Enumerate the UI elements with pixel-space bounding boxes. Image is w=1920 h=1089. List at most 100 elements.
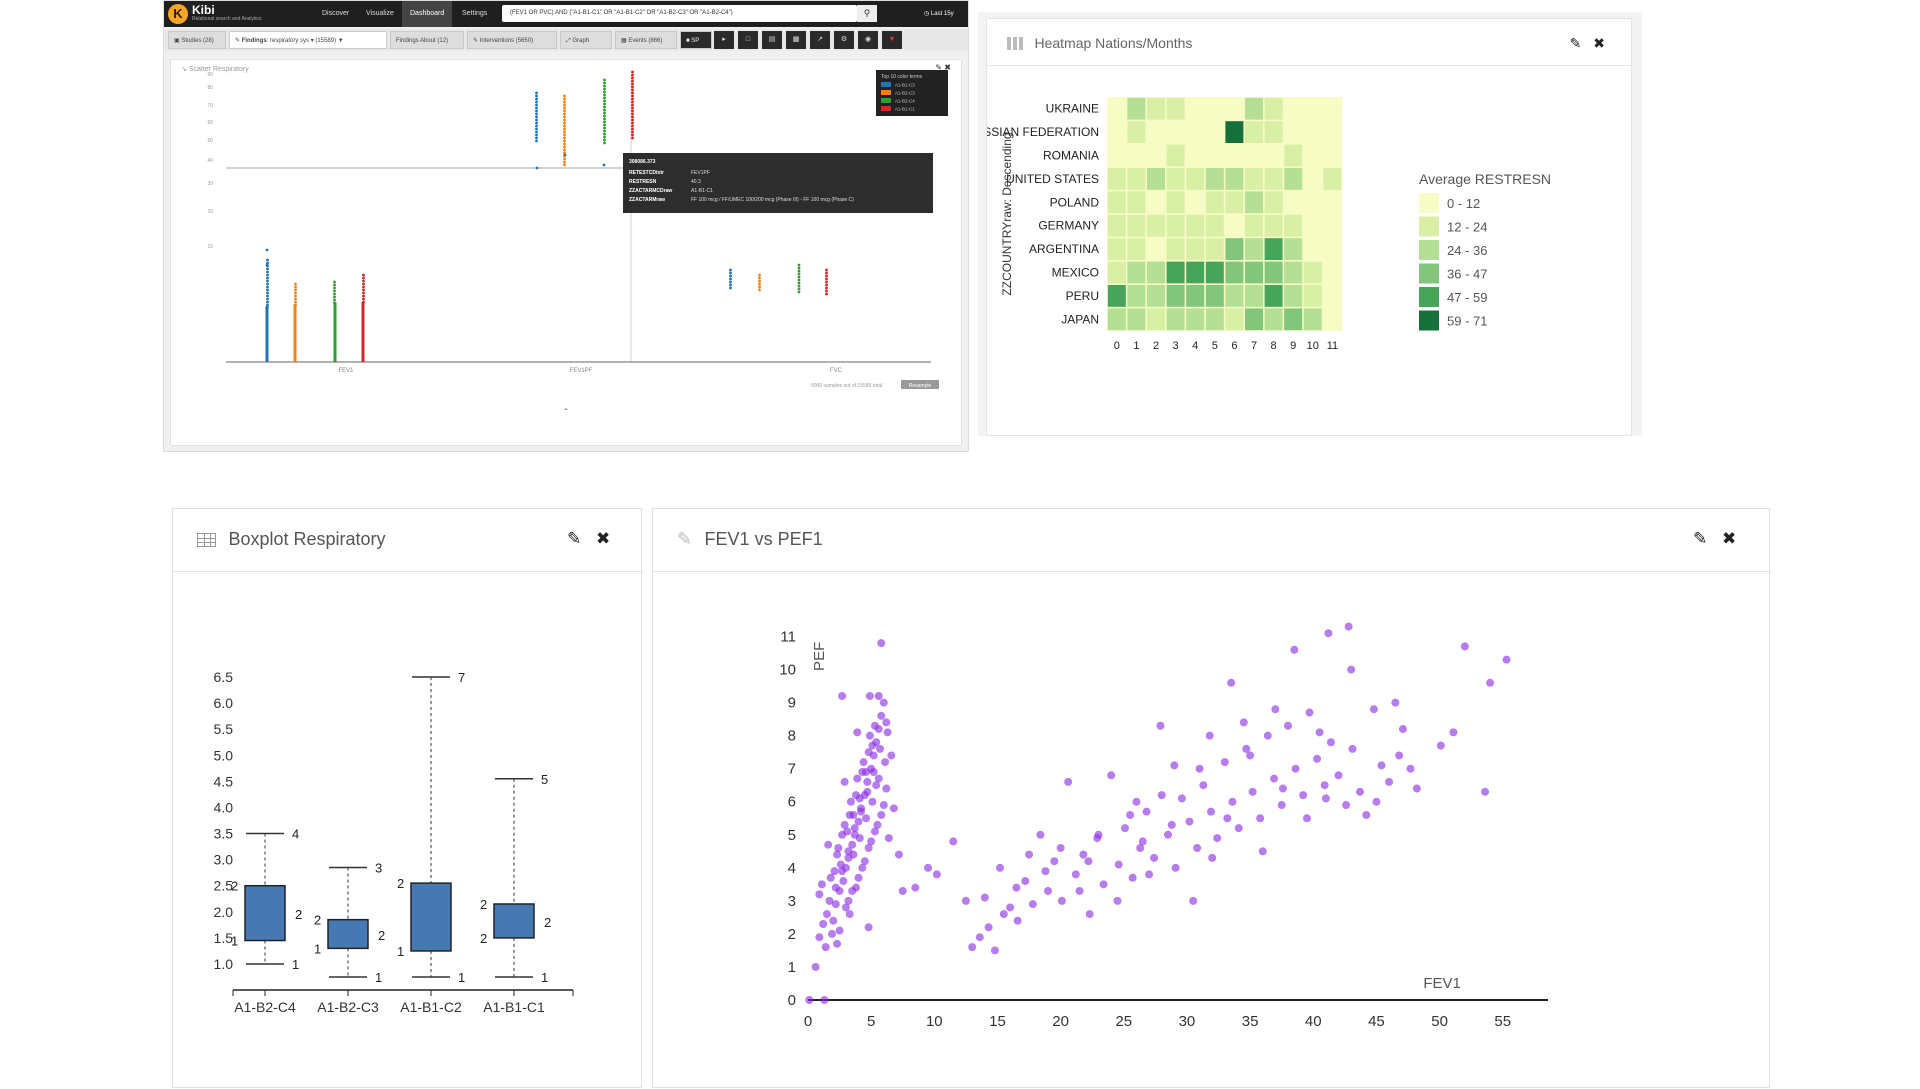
options-icon[interactable]: ◉ bbox=[858, 31, 878, 49]
heatmap-col-label: 7 bbox=[1251, 340, 1257, 352]
kibi-point bbox=[603, 135, 606, 139]
boxplot-q1-label: 1 bbox=[231, 934, 238, 949]
scatter-point bbox=[1377, 761, 1386, 770]
time-range[interactable]: ◷ Last 15y bbox=[924, 11, 954, 17]
kibi-point bbox=[563, 103, 566, 107]
kibi-point bbox=[631, 88, 634, 92]
scatter-y-tick: 9 bbox=[788, 695, 796, 712]
heatmap-cell bbox=[1225, 214, 1244, 237]
scatter-point bbox=[862, 814, 871, 823]
save-icon[interactable]: ▤ bbox=[762, 31, 782, 49]
scatter-point bbox=[1348, 744, 1357, 753]
heatmap-cell bbox=[1127, 191, 1146, 214]
heatmap-cell bbox=[1303, 285, 1322, 307]
heatmap-cell bbox=[1186, 168, 1205, 190]
scatter-point bbox=[881, 758, 890, 767]
scatter-point bbox=[864, 923, 873, 932]
scatter-point bbox=[841, 903, 850, 912]
nav-visualize[interactable]: Visualize bbox=[366, 10, 394, 17]
edit-icon[interactable]: ✎ bbox=[1693, 529, 1708, 548]
edit-icon[interactable]: ✎ bbox=[935, 63, 943, 72]
heatmap-cell bbox=[1186, 308, 1205, 331]
tab-events[interactable]: ▦ Events (866) bbox=[615, 31, 677, 49]
scatter-point bbox=[860, 857, 869, 866]
kibi-point bbox=[603, 117, 606, 121]
heatmap-divider bbox=[987, 65, 1633, 66]
heatmap-cell bbox=[1245, 214, 1263, 237]
kibi-logo-icon[interactable]: K bbox=[168, 4, 188, 24]
scatter-point bbox=[1145, 870, 1154, 879]
edit-icon[interactable]: ✎ bbox=[1569, 35, 1582, 51]
kibi-point bbox=[535, 97, 538, 101]
scatter-point bbox=[1315, 728, 1324, 737]
heatmap-wrapper: Heatmap Nations/Months ✎ ✖ UKRAINE RUSSIA… bbox=[978, 12, 1642, 436]
kibi-point bbox=[266, 276, 269, 280]
kibi-point bbox=[535, 118, 538, 122]
tab-sp[interactable]: ■ SP bbox=[680, 31, 712, 49]
boxplot-q1-label: 1 bbox=[397, 944, 404, 959]
tab-graph[interactable]: ⤢ Graph bbox=[560, 31, 612, 49]
share-icon[interactable]: ↗ bbox=[810, 31, 830, 49]
scatter-point bbox=[1299, 791, 1308, 800]
scatter-point bbox=[830, 867, 839, 876]
scatter-point bbox=[1313, 754, 1322, 763]
kibi-legend-label: A1-B1-C1 bbox=[895, 107, 915, 112]
kibi-point bbox=[266, 291, 269, 295]
scatter-point bbox=[868, 741, 877, 750]
tab-findings-about[interactable]: Findings About (12) bbox=[390, 31, 464, 49]
close-icon[interactable]: ✖ bbox=[944, 63, 951, 72]
kibi-topbar: K Kibi Relational search and Analytics D… bbox=[164, 1, 968, 27]
boxplot-median-label: 2 bbox=[378, 928, 385, 943]
scatter-point bbox=[1324, 629, 1333, 638]
scatter-point bbox=[1271, 705, 1280, 714]
heatmap-cell bbox=[1245, 191, 1263, 214]
tab-findings[interactable]: ✎ Findings: respiratory sys ▾ (15589) ▼ bbox=[229, 31, 387, 49]
scatter-point bbox=[1347, 665, 1356, 674]
table-icon bbox=[197, 532, 216, 547]
nav-dashboard[interactable]: Dashboard bbox=[402, 1, 453, 27]
edit-icon[interactable]: ✎ bbox=[567, 529, 582, 548]
search-icon[interactable]: ⚲ bbox=[857, 5, 877, 22]
scatter-point bbox=[844, 896, 853, 905]
scatter-point bbox=[1071, 870, 1080, 879]
resample-button[interactable] bbox=[901, 380, 939, 389]
heatmap-cell bbox=[1127, 97, 1146, 120]
new-icon[interactable]: □ bbox=[738, 31, 758, 49]
kibi-point bbox=[797, 266, 801, 270]
tab-interventions[interactable]: ✎ Interventions (5650) bbox=[467, 31, 557, 49]
kibi-point bbox=[563, 115, 566, 119]
scatter-point bbox=[1156, 721, 1165, 730]
kibi-search-input[interactable]: (FEV1 OR PVC) AND ("A1-B1-C1" OR "A1-B1-… bbox=[502, 5, 857, 22]
gear-icon[interactable]: ⚙ bbox=[834, 31, 854, 49]
scatter-point bbox=[1263, 731, 1272, 740]
kibi-y-tick: 70 bbox=[207, 103, 213, 109]
heatmap-cell bbox=[1166, 214, 1185, 237]
filter-icon[interactable]: ▼ bbox=[882, 31, 902, 49]
nav-settings[interactable]: Settings bbox=[462, 10, 488, 17]
close-icon[interactable]: ✖ bbox=[1721, 529, 1737, 548]
x-label-fev1: FEV1 bbox=[338, 368, 354, 374]
boxplot-min-label: 1 bbox=[458, 970, 465, 985]
scatter-point bbox=[868, 797, 877, 806]
scatter-point bbox=[1228, 797, 1237, 806]
open-icon[interactable]: ▩ bbox=[786, 31, 806, 49]
scatter-point bbox=[863, 787, 872, 796]
heatmap-cell bbox=[1147, 97, 1165, 120]
scatter-point bbox=[826, 873, 835, 882]
close-icon[interactable]: ✖ bbox=[595, 529, 611, 548]
play-icon[interactable]: ▸ bbox=[714, 31, 734, 49]
close-icon[interactable]: ✖ bbox=[1593, 35, 1605, 51]
heatmap-header: Heatmap Nations/Months bbox=[1007, 35, 1192, 53]
heatmap-legend-swatch bbox=[1419, 216, 1439, 237]
heatmap-cell bbox=[1147, 144, 1165, 167]
kibi-legend-swatch bbox=[881, 106, 891, 111]
kibi-point bbox=[758, 285, 761, 289]
nav-discover[interactable]: Discover bbox=[322, 10, 350, 17]
kibi-point bbox=[563, 139, 566, 143]
tab-studies[interactable]: ▣ Studies (28) bbox=[168, 31, 226, 49]
boxplot-title: Boxplot Respiratory bbox=[228, 529, 386, 549]
kibi-point bbox=[603, 138, 606, 142]
scatter-point bbox=[1142, 807, 1151, 816]
boxplot-max-label: 7 bbox=[458, 670, 465, 685]
scatter-point bbox=[1320, 781, 1329, 790]
